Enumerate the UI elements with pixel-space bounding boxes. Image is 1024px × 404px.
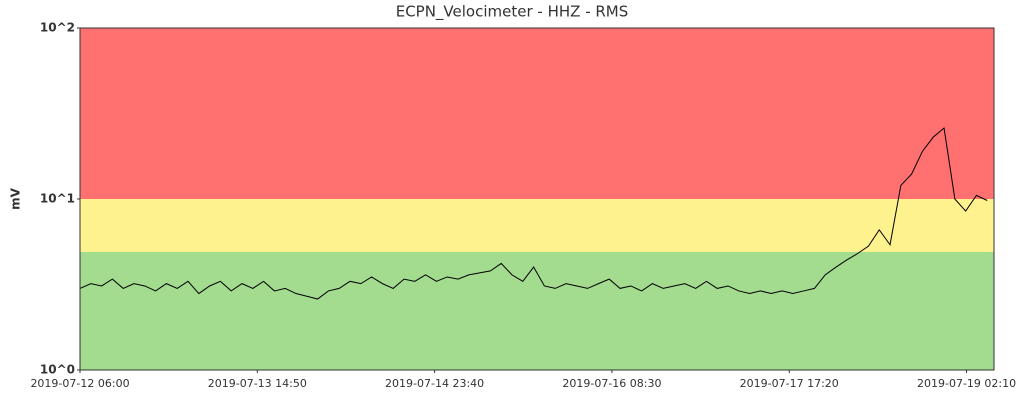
x-tick-label: 2019-07-17 17:20 [740,377,839,390]
x-tick-label: 2019-07-19 02:10 [917,377,1016,390]
x-tick-label: 2019-07-13 14:50 [208,377,307,390]
threshold-band [80,199,994,252]
x-tick-label: 2019-07-16 08:30 [562,377,661,390]
y-tick-label: 10^0 [40,363,75,377]
y-axis-label: mV [9,187,23,210]
plot-frame [79,27,995,371]
chart-title: ECPN_Velocimeter - HHZ - RMS [396,3,629,22]
x-tick-label: 2019-07-12 06:00 [30,377,129,390]
data-line [79,127,988,300]
threshold-band [80,251,994,370]
threshold-band [80,28,994,199]
x-tick-label: 2019-07-14 23:40 [385,377,484,390]
y-tick-label: 10^1 [40,192,75,206]
y-tick-label: 10^2 [40,21,75,35]
